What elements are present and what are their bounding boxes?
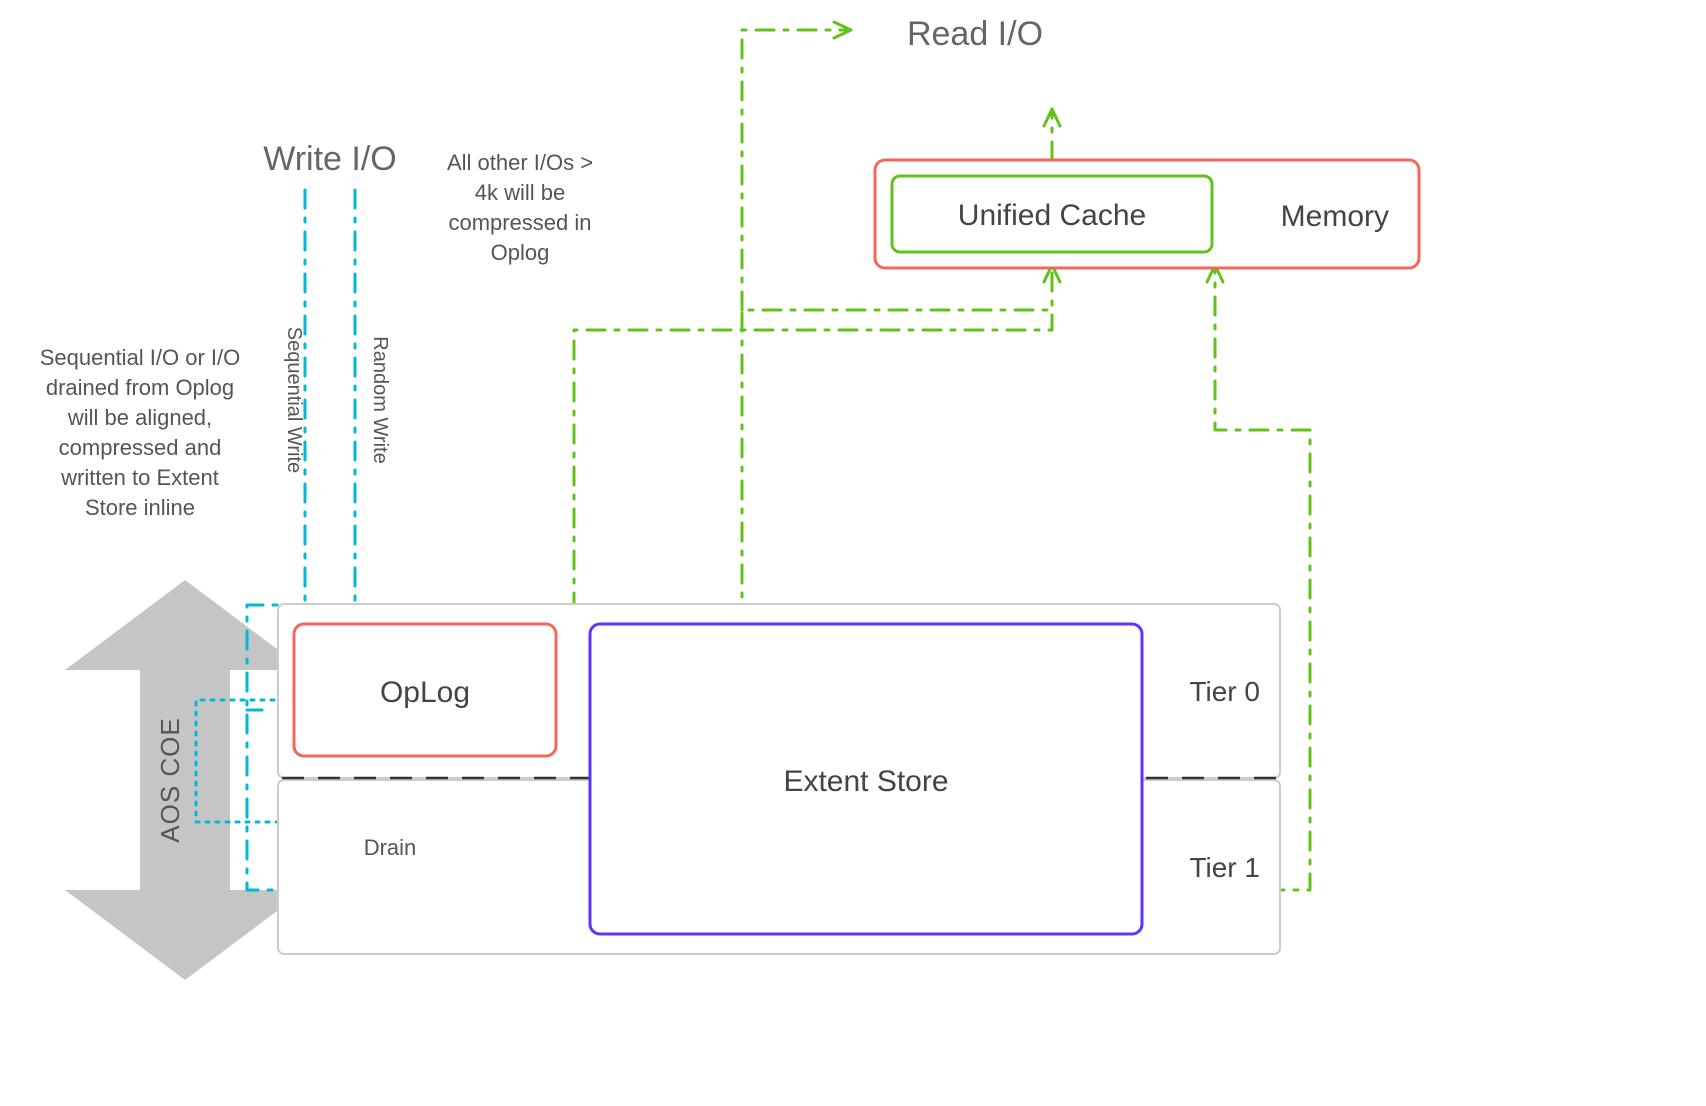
aos-coe-arrow [65, 580, 305, 980]
seq-drain-note: Sequential I/O or I/Odrained from Oplogw… [40, 345, 241, 520]
oplog-label: OpLog [380, 676, 470, 709]
oplog-compress-note: All other I/Os >4k will becompressed inO… [447, 150, 593, 265]
tier1-label: Tier 1 [1189, 852, 1260, 883]
write-io-title: Write I/O [263, 140, 397, 178]
read-io-title: Read I/O [907, 15, 1043, 53]
sequential-write-label: Sequential Write [283, 327, 305, 473]
memory-label: Memory [1281, 200, 1389, 233]
read-extent-top [742, 310, 1052, 625]
tier0-label: Tier 0 [1189, 676, 1260, 707]
extent-store-label: Extent Store [783, 765, 948, 798]
aos-coe-label: AOS COE [155, 717, 185, 842]
unified-cache-label: Unified Cache [958, 199, 1146, 232]
drain-label: Drain [364, 835, 417, 860]
random-write-label: Random Write [369, 336, 391, 463]
top-to-readlabel [742, 30, 850, 310]
